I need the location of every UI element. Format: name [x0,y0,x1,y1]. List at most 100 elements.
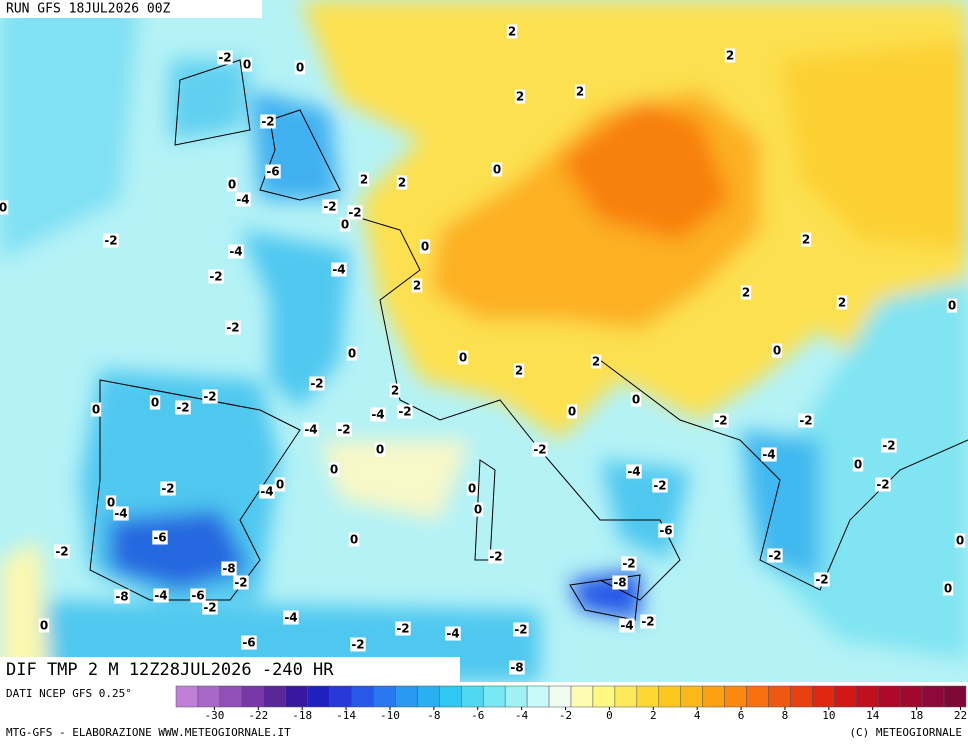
contour-label: 0 [92,403,100,417]
contour-label-bg [190,588,206,603]
contour-label-bg [228,244,244,259]
contour-label-bg [322,199,338,214]
contour-label: 2 [742,286,750,300]
contour-label: -8 [222,562,235,576]
colorbar-swatch [570,685,594,708]
contour-label-bg [724,48,736,63]
contour-label-bg [103,233,119,248]
colorbar-swatch [285,685,308,708]
contour-label-bg [152,530,168,545]
contour-label-bg [713,413,729,428]
colorbar-swatch [877,685,901,708]
contour-label: -2 [622,557,635,571]
contour-label-bg [175,400,191,415]
contour-label: -4 [114,507,127,521]
contour-label: 0 [348,347,356,361]
contour-label-bg [370,407,386,422]
contour-label-bg [798,413,814,428]
contour-label-bg [396,175,408,190]
colorbar-tick-label: 18 [910,709,923,722]
contour-label: -2 [351,638,364,652]
contour-label-bg [346,346,358,361]
contour-label: -4 [371,408,384,422]
contour-label: -2 [876,478,889,492]
contour-label-bg [241,57,253,72]
colorbar-swatch [373,685,396,708]
colorbar-tick-label: 6 [738,709,745,722]
contour-label: -2 [161,482,174,496]
contour-label-bg [235,192,251,207]
contour-label-bg [208,269,224,284]
contour-label: 0 [276,478,284,492]
contour-label: -6 [191,589,204,603]
contour-label-bg [514,89,526,104]
contour-label-bg [875,477,891,492]
contour-label-bg [54,544,70,559]
contour-label-bg [652,478,668,493]
colorbar-swatch [812,685,835,708]
colorbar-swatch [307,685,330,708]
contour-label: -4 [627,465,640,479]
contour-label-bg [260,114,276,129]
contour-label-bg [114,589,130,604]
colorbar-swatch [592,685,616,708]
colorbar-tick-label: -4 [515,709,529,722]
contour-label-bg [630,392,642,407]
colorbar-swatch [921,685,945,708]
contour-label-bg [259,484,275,499]
contour-label: -2 [203,390,216,404]
contour-label-bg [347,205,363,220]
contour-label-bg [395,621,411,636]
contour-label: -4 [154,589,167,603]
contour-label-bg [294,60,306,75]
contour-label: 2 [838,296,846,310]
contour-label-bg [836,295,848,310]
colorbar-tick-label: -14 [336,709,356,722]
contour-label-bg [411,278,423,293]
contour-label: -2 [641,615,654,629]
contour-label: 0 [107,496,115,510]
contour-label-bg [800,232,812,247]
contour-label-bg [217,50,233,65]
colorbar-swatch [768,685,791,708]
colorbar-swatch [219,685,243,708]
contour-label: 0 [376,443,384,457]
contour-label-bg [221,561,237,576]
colorbar-swatch [658,685,681,708]
colorbar-swatch [834,685,857,708]
colorbar-swatch [482,685,506,708]
contour-label: -2 [234,576,247,590]
contour-label-bg [626,464,642,479]
field-box [0,657,460,682]
colorbar-swatch [504,685,528,708]
contour-label: -2 [489,550,502,564]
contour-label: 0 [0,201,7,215]
field-title: DIF TMP 2 M 12Z28JUL2026 -240 HR [6,660,334,680]
colorbar-tick-label: 2 [650,709,657,722]
contour-label: -6 [659,524,672,538]
contour-label-bg [331,262,347,277]
contour-label: 0 [421,240,429,254]
contour-label-bg [814,572,830,587]
contour-label-bg [274,477,286,492]
contour-label-bg [374,442,386,457]
contour-label: -2 [882,439,895,453]
contour-label-bg [946,298,958,313]
contour-label: -4 [260,485,273,499]
contour-label: 0 [350,533,358,547]
colorbar-swatch [614,685,638,708]
colorbar-swatch [724,685,747,708]
contour-label: -2 [514,623,527,637]
contour-label: -4 [446,627,459,641]
contour-label-bg [491,162,503,177]
contour-label: -4 [762,448,775,462]
contour-label: 0 [341,218,349,232]
source-label: DATI NCEP GFS 0.25° [6,687,132,700]
contour-label-bg [767,548,783,563]
contour-label: -2 [396,622,409,636]
contour-label: -4 [620,619,633,633]
colorbar-swatch [197,685,221,708]
contour-label-bg [771,343,783,358]
colorbar-swatch [329,685,352,708]
